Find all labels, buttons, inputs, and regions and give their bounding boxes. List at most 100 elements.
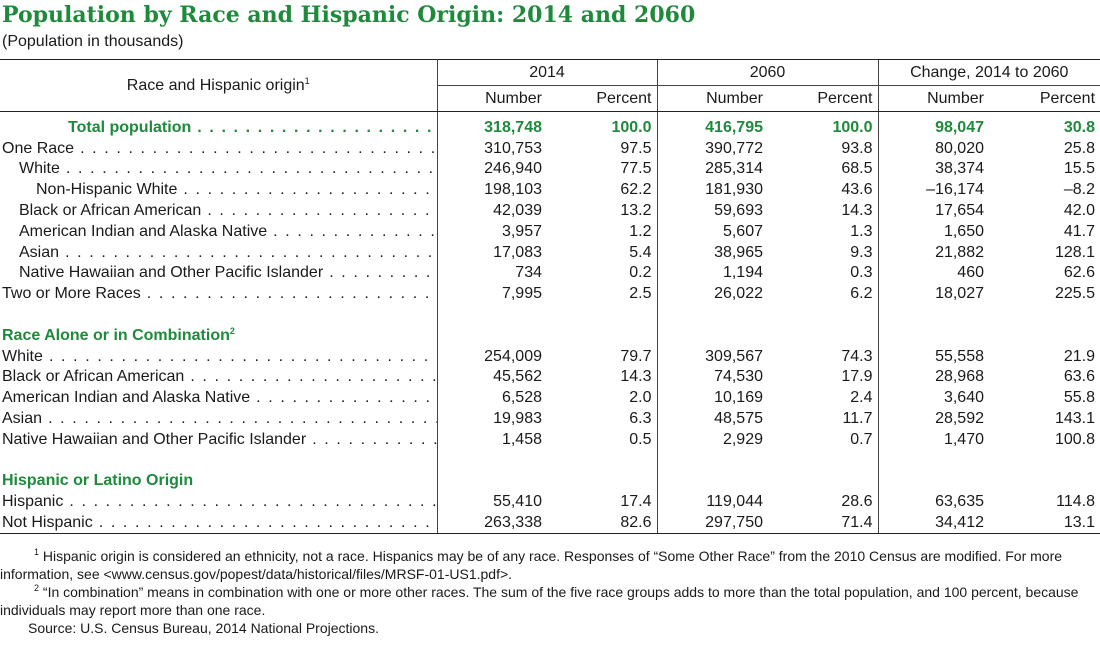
row-label: Asian	[0, 408, 438, 430]
cell-value: 1,650	[877, 221, 989, 243]
cell-value: 13.1	[989, 512, 1100, 534]
cell-value: 48,575	[656, 408, 768, 430]
footnote-2: 2 “In combination” means in combination …	[0, 583, 1079, 619]
cell-value: 10,169	[656, 387, 768, 409]
row-label: Black or African American	[0, 200, 438, 222]
cell-value: 26,022	[656, 283, 768, 305]
section-heading-hispanic-origin: Hispanic or Latino Origin	[0, 471, 1100, 492]
cell-value: 2.0	[629, 389, 652, 407]
cell-value: 77.5	[620, 160, 652, 178]
cell-value: 74.3	[841, 347, 873, 365]
table-row: One Race 310,753 97.5 390,772 93.8 80,02…	[0, 138, 1100, 160]
cell-value: –16,174	[877, 179, 989, 201]
cell-value: 100.0	[611, 118, 652, 136]
cell-value: 128.1	[1054, 243, 1096, 261]
cell-value: 254,009	[484, 347, 542, 365]
cell-value: 14.3	[620, 368, 652, 386]
section-heading-race-combination: Race Alone or in Combination2	[0, 325, 1100, 347]
cell-value: 63,635	[877, 491, 989, 513]
cell-value: 7,995	[501, 285, 542, 303]
cell-value: 100.0	[832, 118, 873, 136]
cell-value: 21,882	[877, 242, 989, 264]
cell-value: 41.7	[1063, 222, 1096, 240]
cell-value: 5,607	[656, 221, 768, 243]
cell-value: 0.5	[629, 430, 652, 448]
cell-value: 97.5	[620, 139, 652, 157]
cell-value: 390,772	[656, 138, 768, 160]
cell-value: 55,558	[877, 346, 989, 368]
cell-value: 28,968	[877, 367, 989, 388]
col-header-number: Number	[437, 85, 547, 112]
cell-value: 38,374	[877, 159, 989, 180]
cell-value: 28.6	[841, 493, 873, 511]
cell-value: 17,083	[493, 243, 542, 261]
cell-value: 25.8	[1063, 139, 1096, 157]
table-row: Asian 17,083 5.4 38,965 9.3 21,882 128.1	[0, 242, 1100, 264]
table-row: White 246,940 77.5 285,314 68.5 38,374 1…	[0, 159, 1100, 180]
table-row: Black or African American 42,039 13.2 59…	[0, 200, 1100, 222]
cell-value: 63.6	[1063, 368, 1096, 386]
cell-value: 1,194	[656, 263, 768, 284]
cell-value: 1.2	[629, 222, 652, 240]
cell-value: 225.5	[1054, 285, 1096, 303]
cell-value: –8.2	[1063, 181, 1096, 199]
cell-value: 62.6	[1063, 264, 1096, 282]
table-row: Hispanic 55,410 17.4 119,044 28.6 63,635…	[0, 491, 1100, 513]
table-title: Population by Race and Hispanic Origin: …	[2, 2, 696, 28]
cell-value: 21.9	[1063, 347, 1096, 365]
cell-value: 6.3	[629, 410, 652, 428]
cell-value: 460	[877, 263, 989, 284]
cell-value: 11.7	[842, 410, 873, 428]
cell-value: 2.4	[850, 389, 873, 407]
cell-value: 55,410	[493, 493, 542, 511]
cell-value: 82.6	[547, 512, 657, 534]
cell-value: 181,930	[656, 179, 768, 201]
col-header-number: Number	[656, 85, 768, 112]
cell-value: 0.3	[850, 264, 873, 282]
cell-value: 114.8	[1056, 493, 1096, 511]
row-label: Hispanic	[0, 491, 438, 513]
cell-value: 1,458	[501, 430, 542, 448]
cell-value: 59,693	[656, 200, 768, 222]
cell-value: 30.8	[1063, 118, 1096, 136]
section-title: Hispanic or Latino Origin	[0, 471, 438, 492]
cell-value: 0.2	[629, 264, 652, 282]
row-label: White	[0, 159, 438, 180]
cell-value: 198,103	[484, 181, 542, 199]
table-row: Not Hispanic 263,338 82.6 297,750 71.4 3…	[0, 512, 1100, 534]
cell-value: 143.1	[1054, 410, 1096, 428]
cell-value: 42,039	[493, 202, 542, 220]
cell-value: 1,470	[877, 429, 989, 451]
table-row: Native Hawaiian and Other Pacific Island…	[0, 429, 1100, 451]
cell-value: 19,983	[493, 410, 542, 428]
cell-value: 13.2	[620, 202, 652, 220]
group-header-change: Change, 2014 to 2060	[877, 59, 1100, 86]
cell-value: 297,750	[656, 512, 768, 534]
row-label: Asian	[0, 242, 438, 264]
cell-value: 0.7	[850, 430, 873, 448]
cell-value: 28,592	[877, 408, 989, 430]
cell-value: 14.3	[841, 202, 873, 220]
cell-value: 98,047	[877, 117, 989, 139]
cell-value: 80,020	[877, 138, 989, 160]
cell-value: 5.4	[629, 243, 652, 261]
cell-value: 310,753	[484, 139, 542, 157]
table-row: White 254,009 79.7 309,567 74.3 55,558 2…	[0, 346, 1100, 368]
row-label: American Indian and Alaska Native	[0, 221, 438, 243]
row-label: Black or African American	[0, 367, 438, 388]
row-label: Non-Hispanic White	[0, 179, 438, 201]
cell-value: 246,940	[484, 160, 542, 178]
row-label: One Race	[0, 138, 438, 160]
row-label: Native Hawaiian and Other Pacific Island…	[0, 263, 438, 284]
row-label: American Indian and Alaska Native	[0, 387, 438, 409]
cell-value: 6.2	[850, 285, 873, 303]
source-note: Source: U.S. Census Bureau, 2014 Nationa…	[28, 620, 379, 636]
row-label: White	[0, 346, 438, 368]
cell-value: 9.3	[850, 243, 873, 261]
cell-value: 74,530	[656, 367, 768, 388]
cell-value: 15.5	[1063, 160, 1096, 178]
cell-value: 318,748	[484, 118, 542, 136]
table-row-total: Total population 318,748 100.0 416,795 1…	[0, 117, 1100, 139]
cell-value: 68.5	[841, 160, 873, 178]
cell-value: 285,314	[656, 159, 768, 180]
